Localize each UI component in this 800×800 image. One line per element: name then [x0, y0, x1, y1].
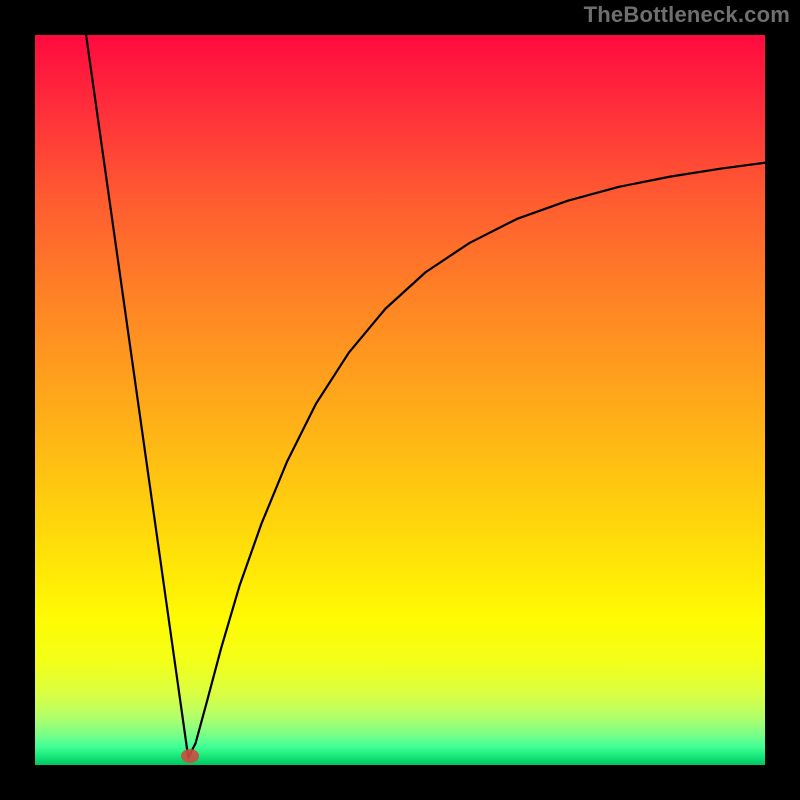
minimum-marker [181, 749, 199, 763]
chart-container: TheBottleneck.com [0, 0, 800, 800]
plot-area [35, 35, 765, 765]
plot-svg [35, 35, 765, 765]
watermark-label: TheBottleneck.com [584, 2, 790, 28]
gradient-background [35, 35, 765, 765]
